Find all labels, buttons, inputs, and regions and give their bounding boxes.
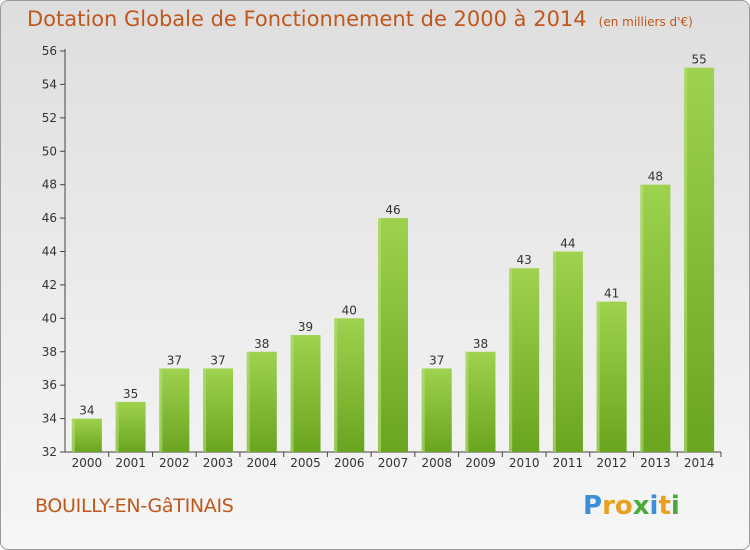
bar [684, 67, 715, 452]
bar [71, 418, 102, 452]
bar [246, 351, 277, 452]
bar-value-label: 41 [604, 287, 619, 301]
bar-value-label: 40 [342, 303, 357, 317]
bar [159, 368, 190, 452]
x-tick-label: 2011 [553, 456, 584, 470]
logo-letter: t [658, 491, 671, 521]
bar-value-label: 35 [123, 387, 138, 401]
bar-value-label: 37 [167, 353, 182, 367]
bar-value-label: 46 [385, 203, 400, 217]
bar-value-label: 38 [254, 337, 269, 351]
x-tick-label: 2004 [247, 456, 278, 470]
proxiti-logo: Proxiti [583, 491, 680, 521]
bar-highlight [290, 335, 294, 452]
y-tick-label: 40 [42, 311, 57, 325]
y-tick-label: 54 [42, 77, 57, 91]
bar-highlight [465, 351, 469, 452]
bar-value-label: 43 [517, 253, 532, 267]
x-tick-label: 2001 [115, 456, 146, 470]
chart-title: Dotation Globale de Fonctionnement de 20… [27, 7, 587, 31]
y-tick-label: 50 [42, 144, 57, 158]
logo-letter: o [614, 491, 633, 521]
bar [378, 218, 408, 452]
bar-value-label: 38 [473, 337, 488, 351]
bar-value-label: 55 [691, 53, 706, 67]
commune-name: BOUILLY-EN-GâTINAIS [35, 495, 234, 517]
bar-highlight [552, 251, 556, 452]
x-tick-label: 2009 [465, 456, 496, 470]
y-tick-label: 38 [42, 345, 57, 359]
bar [552, 251, 583, 452]
x-tick-label: 2014 [684, 456, 715, 470]
bar-highlight [203, 368, 207, 452]
bar [203, 368, 234, 452]
x-tick-label: 2013 [640, 456, 671, 470]
bar [596, 301, 627, 452]
logo-letter: i [649, 491, 659, 521]
y-tick-label: 52 [42, 111, 57, 125]
chart-subtitle: (en milliers d'€) [598, 15, 693, 29]
y-tick-label: 36 [42, 378, 57, 392]
x-tick-label: 2005 [290, 456, 321, 470]
bar-highlight [640, 184, 644, 452]
bar-highlight [596, 301, 600, 452]
bar-highlight [159, 368, 163, 452]
bar-value-label: 44 [560, 237, 575, 251]
bar [334, 318, 365, 452]
logo-letter: P [583, 491, 603, 521]
bar [115, 401, 146, 452]
bar-highlight [334, 318, 338, 452]
x-tick-label: 2008 [421, 456, 452, 470]
bar-value-label: 34 [79, 404, 94, 418]
chart-title-row: Dotation Globale de Fonctionnement de 20… [27, 7, 693, 31]
bar-highlight [246, 351, 250, 452]
logo-letter: r [602, 491, 615, 521]
y-tick-label: 44 [42, 245, 57, 259]
bar-highlight [509, 268, 513, 452]
x-tick-label: 2006 [334, 456, 365, 470]
x-tick-label: 2003 [203, 456, 234, 470]
bar [290, 335, 321, 452]
bar [465, 351, 496, 452]
bar-value-label: 37 [210, 353, 225, 367]
x-tick-label: 2000 [72, 456, 103, 470]
x-tick-label: 2002 [159, 456, 190, 470]
bar-value-label: 37 [429, 353, 444, 367]
x-tick-label: 2007 [378, 456, 409, 470]
y-tick-label: 56 [42, 44, 57, 58]
y-tick-label: 48 [42, 178, 57, 192]
bar-highlight [378, 218, 381, 452]
y-tick-label: 34 [42, 412, 57, 426]
x-tick-label: 2010 [509, 456, 540, 470]
bar [421, 368, 452, 452]
x-tick-label: 2012 [596, 456, 627, 470]
bar-highlight [421, 368, 425, 452]
bar [640, 184, 671, 452]
bar-highlight [115, 401, 119, 452]
y-tick-label: 42 [42, 278, 57, 292]
bar-highlight [71, 418, 75, 452]
y-tick-label: 46 [42, 211, 57, 225]
logo-letter: x [632, 491, 650, 521]
bar-value-label: 48 [648, 170, 663, 184]
bar-value-label: 39 [298, 320, 313, 334]
bar-highlight [684, 67, 688, 452]
bar [509, 268, 540, 452]
y-tick-label: 32 [42, 445, 57, 459]
logo-letter: i [670, 491, 680, 521]
